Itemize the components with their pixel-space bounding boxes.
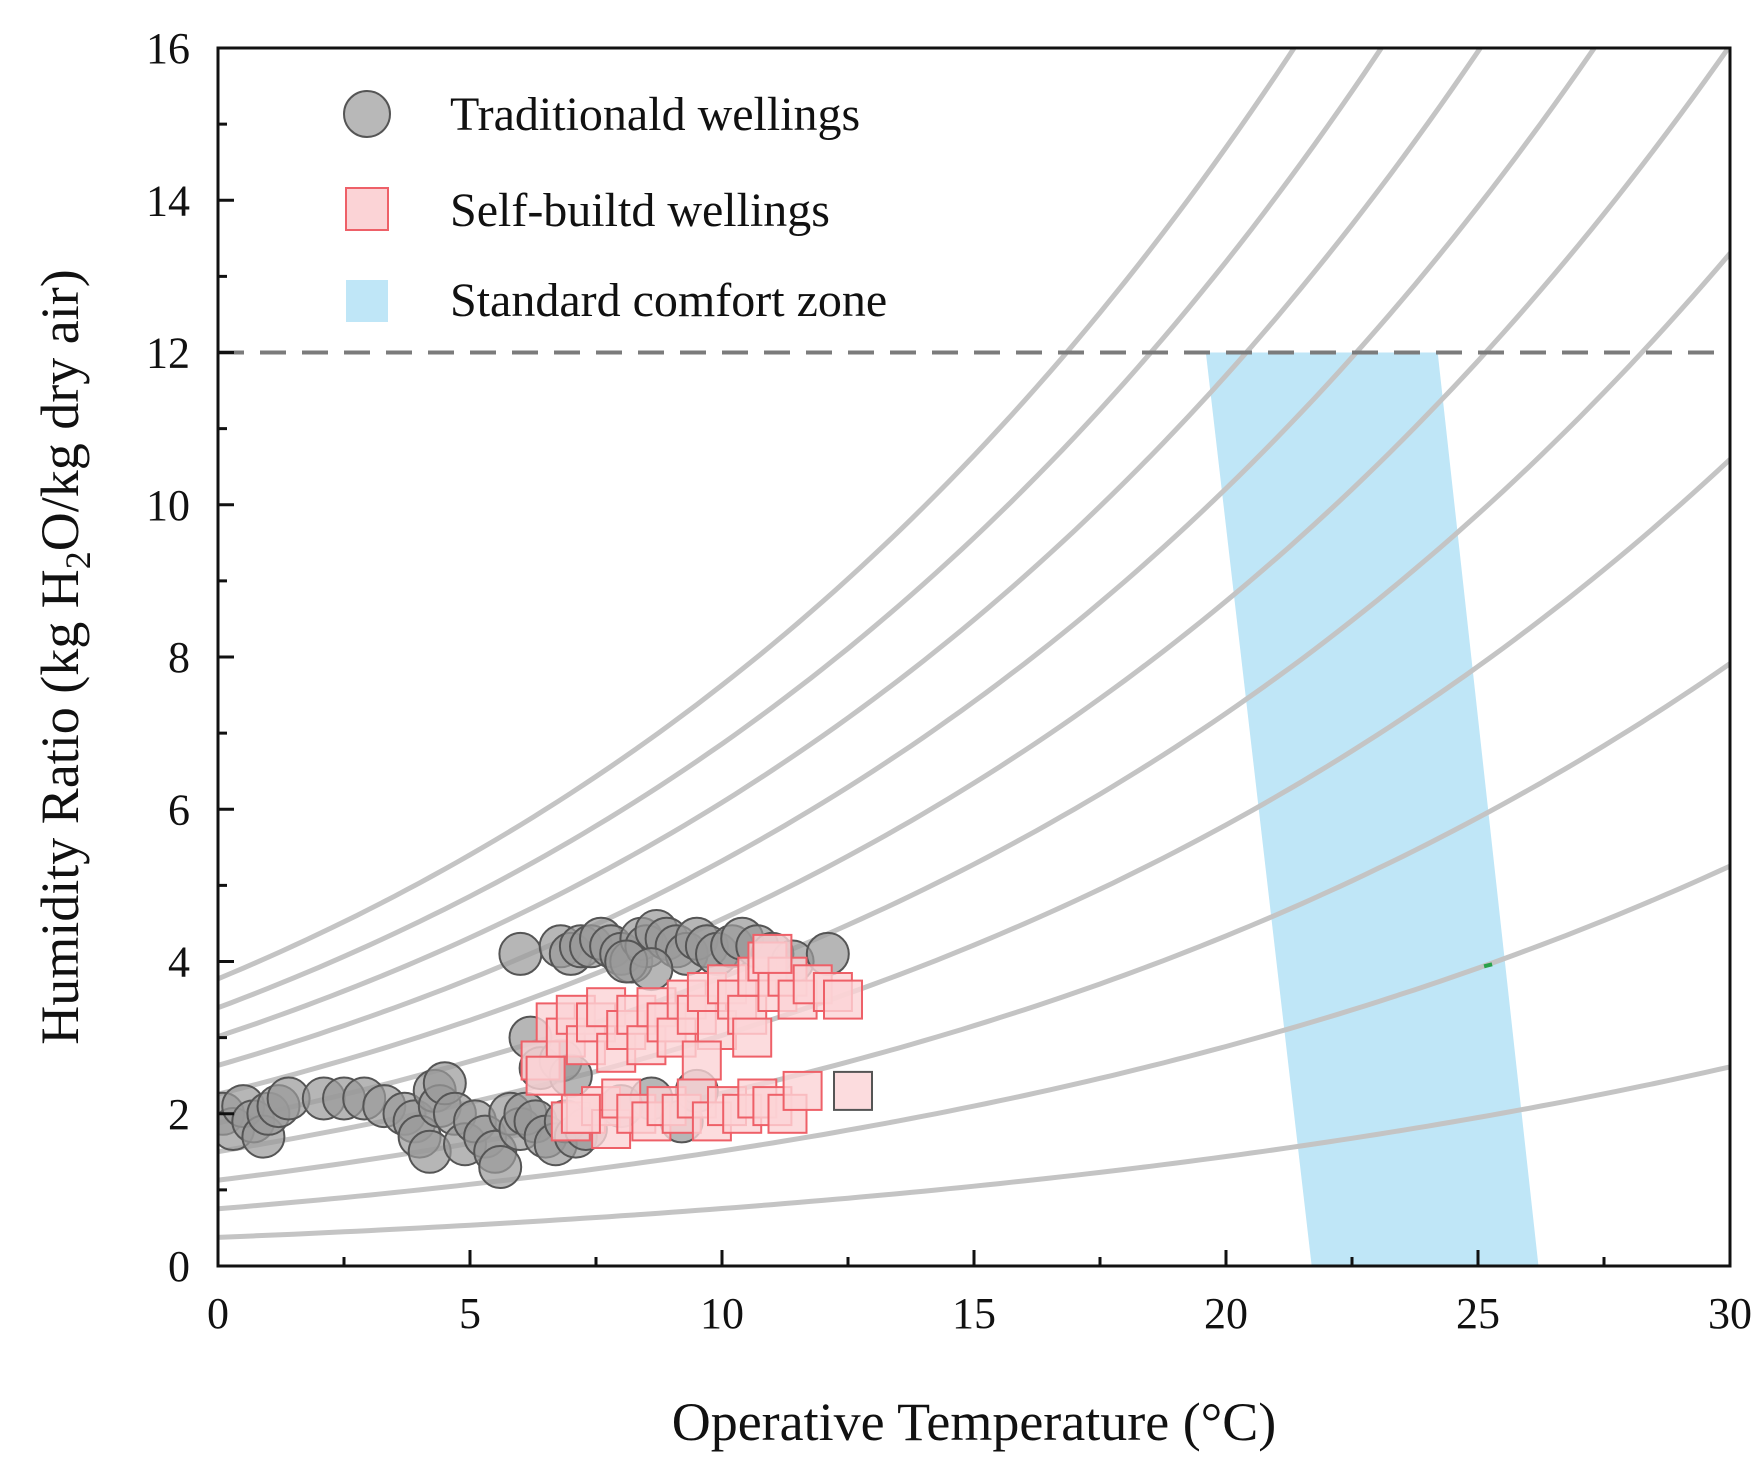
- y-axis-title-part1: Humidity Ratio (kg H: [30, 569, 90, 1044]
- y-axis-ticks: 0 2 4 6 8 10 12 14 16: [146, 24, 234, 1291]
- y-axis-title: Humidity Ratio (kg H2O/kg dry air): [30, 269, 98, 1044]
- legend-label-comfort-zone: Standard comfort zone: [450, 274, 887, 327]
- self-built-dwelling-point: [782, 1070, 823, 1111]
- self-built-dwelling-point: [560, 1093, 601, 1134]
- self-built-dwelling-point: [823, 979, 863, 1020]
- rh-curve-90: [218, 48, 1385, 1011]
- x-tick-label: 30: [1708, 1289, 1752, 1338]
- y-tick-label: 4: [168, 938, 190, 987]
- plot-area: [218, 48, 1730, 1266]
- self-built-dwelling-point: [525, 1055, 566, 1096]
- legend-label-self-built: Self-builtd wellings: [450, 184, 830, 237]
- legend-marker-self-built: [345, 187, 389, 231]
- annotation-layer: [1483, 962, 1493, 969]
- y-tick-label: 12: [146, 329, 190, 378]
- x-tick-label: 25: [1456, 1289, 1500, 1338]
- y-tick-label: 10: [146, 481, 190, 530]
- y-tick-label: 2: [168, 1090, 190, 1139]
- y-axis-title-part2: O/kg dry air): [30, 269, 90, 551]
- comfort-zone-area: [1205, 352, 1539, 1266]
- y-tick-label: 14: [146, 176, 190, 225]
- self-built-dwelling-point: [833, 1070, 873, 1111]
- legend-marker-traditional: [343, 90, 391, 138]
- self-built-dwelling-point: [732, 1017, 773, 1058]
- self-built-dwellings-points: [520, 933, 873, 1149]
- relative-humidity-curves: [218, 48, 1730, 1240]
- rh-curve-50: [218, 249, 1730, 1126]
- legend-marker-comfort-zone: [346, 280, 388, 322]
- x-axis-ticks: 0 5 10 15 20 25 30: [207, 1250, 1752, 1338]
- legend-label-traditional: Traditionald wellings: [450, 88, 860, 141]
- x-axis-title: Operative Temperature (°C): [672, 1392, 1277, 1452]
- legend: Traditionald wellings Self-builtd wellin…: [343, 88, 887, 327]
- traditional-dwelling-point: [478, 1145, 523, 1189]
- x-tick-label: 20: [1204, 1289, 1248, 1338]
- rh-curve-80: [218, 48, 1484, 1040]
- x-tick-label: 10: [700, 1289, 744, 1338]
- x-tick-label: 5: [459, 1289, 481, 1338]
- rh-curve-20: [218, 863, 1730, 1212]
- x-tick-label: 15: [952, 1289, 996, 1338]
- y-axis-title-subscript: 2: [58, 551, 98, 569]
- y-tick-label: 16: [146, 24, 190, 73]
- self-built-dwelling-point: [752, 933, 793, 974]
- annotation-mark: [1483, 962, 1493, 969]
- self-built-dwelling-point: [681, 1040, 722, 1081]
- x-tick-label: 0: [207, 1289, 229, 1338]
- comfort-zone-layer: [1205, 352, 1539, 1266]
- rh-curve-10: [218, 1064, 1730, 1240]
- rh-curve-70: [218, 48, 1598, 1069]
- traditional-dwelling-point: [629, 947, 674, 992]
- rh-curve-60: [218, 48, 1730, 1097]
- y-tick-label: 0: [168, 1242, 190, 1291]
- traditional-dwelling-point: [498, 931, 543, 976]
- y-tick-label: 6: [168, 785, 190, 834]
- y-tick-label: 8: [168, 633, 190, 682]
- rh-curve-100: [218, 48, 1298, 982]
